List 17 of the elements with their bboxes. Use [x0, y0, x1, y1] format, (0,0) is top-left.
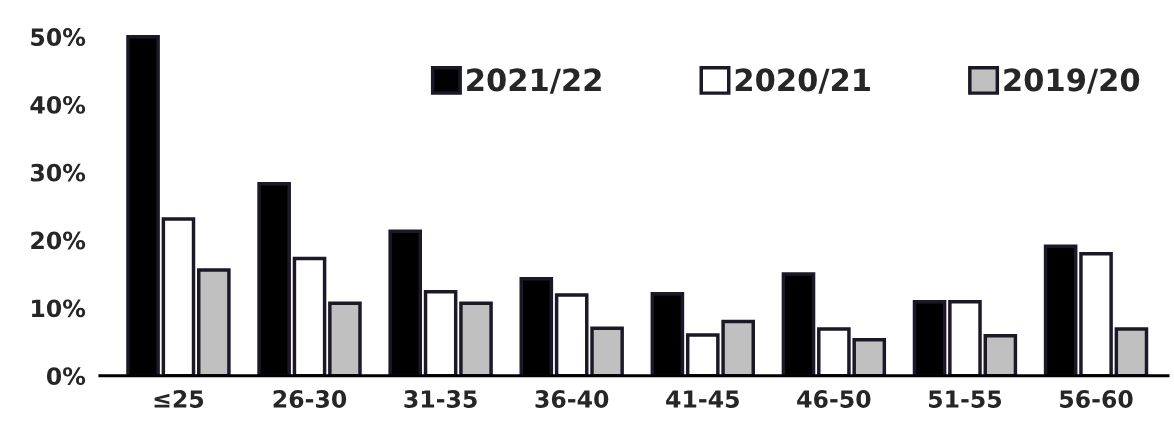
legend-label: 2020/21 — [735, 68, 870, 94]
y-tick-label: 10% — [32, 299, 86, 318]
x-tick-label: 51-55 — [929, 390, 1002, 408]
y-tick-label: 40% — [30, 95, 86, 114]
x-tick-label: ≤25 — [154, 390, 204, 408]
x-tick-label: 26-30 — [273, 390, 347, 408]
x-tick-label: 41-45 — [666, 390, 739, 408]
x-tick-label: 56-60 — [1060, 390, 1133, 408]
y-tick-label: 20% — [31, 231, 86, 250]
x-tick-label: 46-50 — [797, 390, 871, 408]
y-tick-label: 0% — [46, 367, 86, 386]
legend-label: 2019/20 — [1004, 68, 1140, 94]
x-tick-label: 36-40 — [535, 390, 609, 408]
legend-label: 2021/22 — [467, 68, 601, 94]
x-tick-label: 31-35 — [404, 390, 477, 408]
y-tick-label: 30% — [30, 163, 86, 182]
y-tick-label: 50% — [31, 28, 86, 46]
